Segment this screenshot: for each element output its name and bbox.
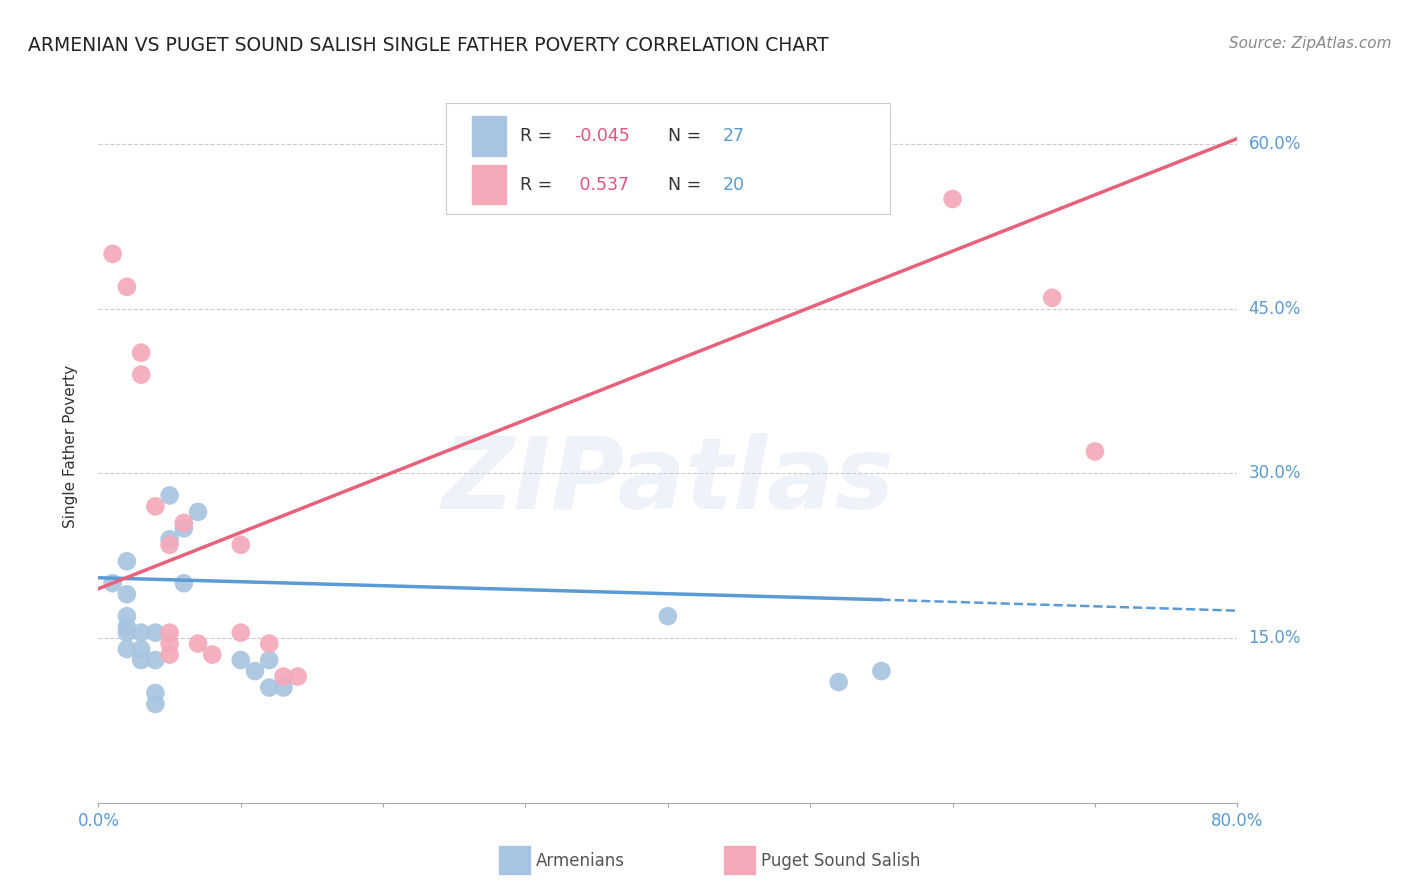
Point xyxy=(115,587,138,601)
Text: 27: 27 xyxy=(723,127,745,145)
Text: Puget Sound Salish: Puget Sound Salish xyxy=(761,852,920,870)
Point xyxy=(173,516,195,530)
Text: 45.0%: 45.0% xyxy=(1249,300,1301,318)
Point xyxy=(159,648,181,662)
Point xyxy=(1084,444,1107,458)
Text: 30.0%: 30.0% xyxy=(1249,465,1301,483)
Text: N =: N = xyxy=(668,127,707,145)
Point xyxy=(145,653,167,667)
Point xyxy=(942,192,965,206)
Point xyxy=(273,669,295,683)
Point xyxy=(145,500,167,514)
Point xyxy=(259,681,281,695)
Point xyxy=(159,488,181,502)
Point xyxy=(201,648,224,662)
FancyBboxPatch shape xyxy=(472,116,506,155)
Point xyxy=(115,554,138,568)
Point xyxy=(229,538,252,552)
Point xyxy=(259,637,281,651)
Point xyxy=(101,247,124,261)
Point xyxy=(159,533,181,547)
Text: -0.045: -0.045 xyxy=(575,127,630,145)
Point xyxy=(115,625,138,640)
Point xyxy=(145,697,167,711)
FancyBboxPatch shape xyxy=(446,103,890,214)
Point xyxy=(870,664,893,678)
Text: Armenians: Armenians xyxy=(536,852,624,870)
Point xyxy=(115,609,138,624)
Text: R =: R = xyxy=(520,176,558,194)
Point xyxy=(129,642,152,657)
Point xyxy=(129,368,152,382)
Point xyxy=(229,653,252,667)
Point xyxy=(173,521,195,535)
Text: Source: ZipAtlas.com: Source: ZipAtlas.com xyxy=(1229,36,1392,51)
Point xyxy=(159,538,181,552)
Point xyxy=(259,653,281,667)
Point xyxy=(129,625,152,640)
FancyBboxPatch shape xyxy=(472,165,506,204)
Point xyxy=(145,625,167,640)
Text: 60.0%: 60.0% xyxy=(1249,135,1301,153)
Point xyxy=(187,505,209,519)
Point xyxy=(828,675,851,690)
Point xyxy=(101,576,124,591)
Point xyxy=(115,280,138,294)
Point xyxy=(243,664,266,678)
Point xyxy=(1040,291,1063,305)
Point xyxy=(229,625,252,640)
Point xyxy=(187,637,209,651)
Text: 20: 20 xyxy=(723,176,745,194)
Point xyxy=(159,637,181,651)
Point xyxy=(657,609,679,624)
Point xyxy=(173,576,195,591)
Point xyxy=(129,345,152,359)
Point xyxy=(115,620,138,634)
Point xyxy=(287,669,309,683)
Text: R =: R = xyxy=(520,127,558,145)
Text: N =: N = xyxy=(668,176,707,194)
Text: ZIPatlas: ZIPatlas xyxy=(441,434,894,530)
Point xyxy=(159,625,181,640)
Text: 0.537: 0.537 xyxy=(575,176,630,194)
Text: ARMENIAN VS PUGET SOUND SALISH SINGLE FATHER POVERTY CORRELATION CHART: ARMENIAN VS PUGET SOUND SALISH SINGLE FA… xyxy=(28,36,828,54)
Point xyxy=(115,642,138,657)
Point xyxy=(273,681,295,695)
Point xyxy=(145,686,167,700)
Y-axis label: Single Father Poverty: Single Father Poverty xyxy=(63,365,77,527)
Text: 15.0%: 15.0% xyxy=(1249,629,1301,647)
Point xyxy=(129,653,152,667)
